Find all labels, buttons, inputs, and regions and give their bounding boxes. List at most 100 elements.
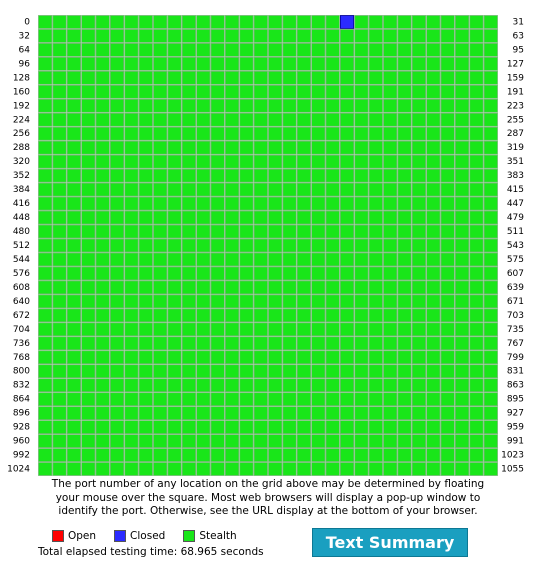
port-cell: [153, 336, 168, 351]
port-cell: [368, 98, 383, 113]
port-cell: [296, 350, 312, 365]
port-cell: [52, 182, 67, 197]
port-cell: [224, 252, 240, 267]
port-cell: [38, 196, 53, 211]
port-cell: [339, 126, 355, 141]
port-cell: [167, 126, 182, 141]
port-cell: [454, 252, 470, 267]
port-cell: [52, 266, 67, 281]
port-cell: [153, 294, 168, 309]
port-cell: [469, 29, 484, 43]
port-cell: [368, 294, 383, 309]
text-summary-button[interactable]: Text Summary: [312, 528, 468, 557]
port-cell: [239, 266, 254, 281]
port-cell: [81, 98, 96, 113]
port-cell: [440, 308, 455, 323]
port-cell: [268, 364, 283, 379]
row-end-label: 255: [507, 115, 524, 125]
port-cell: [95, 280, 110, 295]
port-cell: [483, 112, 498, 127]
port-cell: [167, 266, 182, 281]
port-cell: [210, 126, 225, 141]
port-cell: [440, 448, 455, 462]
port-cell: [109, 392, 125, 407]
port-cell: [224, 29, 240, 43]
port-cell: [383, 15, 398, 29]
port-cell: [354, 448, 369, 462]
port-cell: [253, 294, 268, 309]
port-cell: [426, 378, 441, 393]
port-cell: [411, 350, 427, 365]
port-cell: [124, 434, 139, 448]
port-cell: [38, 350, 53, 365]
port-cell: [38, 294, 53, 309]
port-cell: [196, 15, 211, 29]
port-cell: [411, 420, 427, 434]
port-cell: [339, 294, 355, 309]
port-cell: [454, 434, 470, 448]
port-cell: [383, 434, 398, 448]
row-end-label: 607: [507, 269, 524, 279]
legend-closed: Closed: [114, 530, 165, 542]
port-cell: [354, 266, 369, 281]
port-cell: [167, 392, 182, 407]
port-cell: [339, 378, 355, 393]
port-cell: [325, 322, 340, 337]
port-cell: [138, 70, 153, 85]
port-cell: [469, 308, 484, 323]
port-cell: [153, 15, 168, 29]
port-cell: [440, 15, 455, 29]
port-cell: [38, 378, 53, 393]
port-cell: [454, 29, 470, 43]
port-cell: [339, 308, 355, 323]
port-cell: [440, 392, 455, 407]
port-cell: [354, 29, 369, 43]
port-cell: [253, 29, 268, 43]
port-cell: [181, 434, 197, 448]
port-cell: [224, 84, 240, 99]
port-cell: [311, 70, 326, 85]
port-cell: [181, 308, 197, 323]
port-cell: [268, 70, 283, 85]
port-cell: [253, 266, 268, 281]
port-cell: [397, 224, 412, 239]
port-cell: [296, 126, 312, 141]
port-cell: [66, 350, 82, 365]
port-cell: [268, 420, 283, 434]
port-cell: [397, 350, 412, 365]
port-cell: [81, 140, 96, 155]
row-end-label: 191: [507, 87, 524, 97]
port-cell: [138, 140, 153, 155]
port-cell: [95, 57, 110, 71]
port-cell: [81, 238, 96, 253]
port-cell: [153, 434, 168, 448]
port-cell: [253, 140, 268, 155]
port-cell: [311, 336, 326, 351]
port-grid: 0 31 32 63 64 95 96 127 128 159 160 191 192 223 224 255…: [7, 15, 524, 476]
port-cell: [325, 70, 340, 85]
port-cell: [311, 112, 326, 127]
port-cell: [339, 224, 355, 239]
port-cell: [282, 57, 297, 71]
port-cell: [52, 420, 67, 434]
port-cell: [38, 98, 53, 113]
port-cell: [224, 224, 240, 239]
port-cell: [109, 308, 125, 323]
port-cell: [325, 448, 340, 462]
port-cell: [181, 168, 197, 183]
port-cell: [440, 434, 455, 448]
port-cell: [109, 43, 125, 57]
row-start-label: 832: [13, 381, 30, 391]
elapsed-time: Total elapsed testing time: 68.965 secon…: [38, 546, 264, 558]
port-cell: [325, 350, 340, 365]
port-cell: [411, 224, 427, 239]
port-cell: [181, 43, 197, 57]
port-cell: [239, 448, 254, 462]
port-cell: [454, 462, 470, 476]
port-cell: [109, 15, 125, 29]
port-cell: [368, 112, 383, 127]
port-cell: [469, 84, 484, 99]
port-cell: [311, 126, 326, 141]
port-cell: [196, 112, 211, 127]
port-cell: [282, 280, 297, 295]
